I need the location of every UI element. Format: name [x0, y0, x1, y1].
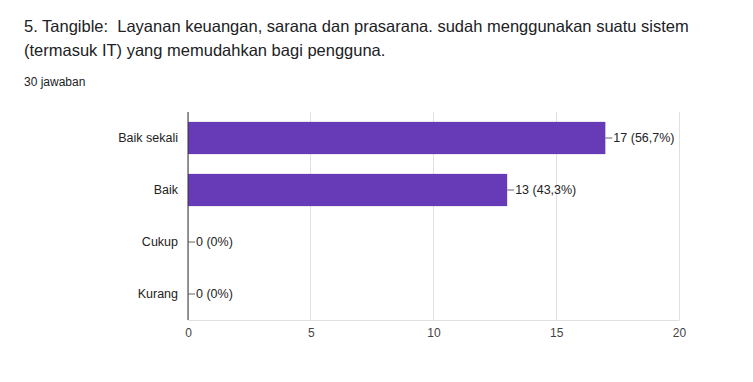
x-tick-label: 0 [185, 326, 192, 340]
y-tick: Baik sekali [118, 131, 178, 145]
y-axis: Baik sekali Baik Cukup Kurang [118, 112, 188, 320]
x-tick: 5 [308, 320, 315, 340]
data-labels: 17 (56,7%) 13 (43,3%) 0 (0%) 0 (0%) [188, 131, 675, 301]
y-tick-label: Kurang [138, 287, 178, 301]
x-tick-label: 15 [550, 326, 564, 340]
label-leader [605, 138, 612, 139]
x-tick: 10 [427, 320, 441, 340]
x-tick: 15 [550, 320, 564, 340]
grid [188, 112, 679, 320]
chart-title: 5. Tangible: Layanan keuangan, sarana da… [24, 14, 729, 62]
y-tick: Kurang [138, 287, 178, 301]
grid-line [679, 112, 680, 320]
label-leader [188, 294, 195, 295]
x-axis: 0 5 10 15 20 [185, 320, 686, 340]
chart: 0 5 10 15 20 Baik sekali Baik Cukup Kurang 17 (56… [0, 0, 753, 382]
x-axis-line [189, 320, 680, 321]
bar [188, 174, 507, 206]
data-label: 17 (56,7%) [613, 131, 674, 145]
y-tick: Cukup [142, 235, 178, 249]
grid-line [188, 112, 189, 320]
x-tick: 20 [673, 320, 687, 340]
y-axis-line [188, 112, 189, 320]
data-label: 13 (43,3%) [515, 183, 576, 197]
x-tick-label: 20 [673, 326, 687, 340]
x-tick-label: 10 [427, 326, 441, 340]
label-leader [188, 242, 195, 243]
x-tick: 0 [185, 320, 192, 340]
label-leader [507, 190, 514, 191]
y-tick-label: Baik [154, 183, 179, 197]
bars [188, 122, 605, 206]
data-label: 0 (0%) [196, 235, 233, 249]
data-label: 0 (0%) [196, 287, 233, 301]
y-tick-label: Baik sekali [118, 131, 178, 145]
y-tick-label: Cukup [142, 235, 178, 249]
chart-subtitle: 30 jawaban [24, 75, 85, 89]
y-tick: Baik [154, 183, 179, 197]
bar [188, 122, 605, 154]
x-tick-label: 5 [308, 326, 315, 340]
